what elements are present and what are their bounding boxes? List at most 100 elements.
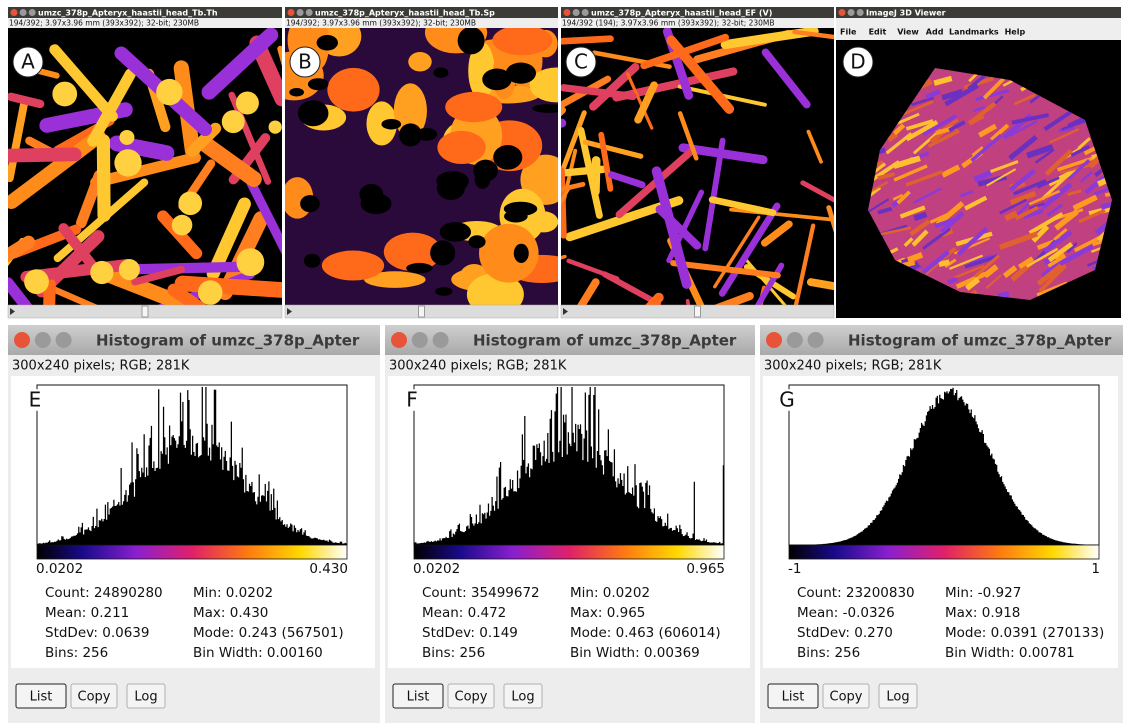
- image-node: [114, 149, 141, 176]
- window-title: Histogram of umzc_378p_Apter: [96, 332, 360, 350]
- image: [0, 28, 296, 325]
- window-title: ImageJ 3D Viewer: [866, 9, 946, 18]
- image-node: [269, 120, 282, 133]
- maximize-button[interactable]: [433, 332, 449, 348]
- image-hole: [440, 222, 471, 242]
- close-button[interactable]: [839, 9, 846, 16]
- window-title: Histogram of umzc_378p_Apter: [473, 332, 737, 350]
- window-title: Histogram of umzc_378p_Apter: [848, 332, 1112, 350]
- button-label[interactable]: List: [407, 690, 430, 705]
- close-button[interactable]: [14, 332, 30, 348]
- colorbar: [789, 545, 1099, 559]
- maximize-button[interactable]: [808, 332, 824, 348]
- image-hole: [381, 119, 401, 130]
- image-info: 300x240 pixels; RGB; 281K: [389, 359, 567, 374]
- axis-max-label: 0.965: [686, 561, 725, 577]
- axis-min-label: 0.0202: [36, 561, 83, 577]
- image-strut: [134, 267, 250, 270]
- image-hole: [317, 35, 338, 51]
- image-node: [24, 269, 49, 294]
- volume-streak: [1101, 204, 1111, 207]
- image-node: [172, 215, 193, 236]
- scroll-thumb[interactable]: [695, 306, 701, 317]
- minimize-button[interactable]: [297, 9, 304, 16]
- image-node: [236, 91, 259, 114]
- stat: Min: 0.0202: [193, 585, 273, 601]
- window-title: umzc_378p_Apteryx_haastii_head_Tb.Th: [38, 9, 218, 18]
- stat: Mode: 0.0391 (270133): [945, 625, 1104, 641]
- minimize-button[interactable]: [787, 332, 803, 348]
- image-strut: [7, 154, 75, 155]
- stat: StdDev: 0.149: [422, 625, 518, 641]
- button-label[interactable]: List: [30, 690, 53, 705]
- window-title: umzc_378p_Apteryx_haastii_head_Tb.Sp: [315, 9, 495, 18]
- close-button[interactable]: [11, 9, 18, 16]
- volume-streak: [998, 294, 1009, 296]
- image-hole: [468, 235, 485, 248]
- maximize-button[interactable]: [582, 9, 589, 16]
- minimize-button[interactable]: [35, 332, 51, 348]
- image-blob: [322, 251, 384, 281]
- screenshot: umzc_378p_Apteryx_haastii_head_Tb.Th 194/…: [0, 0, 1123, 723]
- colorbar: [414, 545, 724, 559]
- button-label[interactable]: Copy: [830, 690, 863, 705]
- panel-label: F: [406, 388, 418, 412]
- button-label[interactable]: Copy: [78, 690, 111, 705]
- scroll-thumb[interactable]: [419, 306, 425, 317]
- image-hole: [298, 100, 329, 126]
- maximize-button[interactable]: [857, 9, 864, 16]
- maximize-button[interactable]: [29, 9, 36, 16]
- menu-item[interactable]: Edit: [869, 28, 887, 37]
- close-button[interactable]: [391, 332, 407, 348]
- stat: Mean: 0.211: [45, 605, 129, 621]
- menu-item[interactable]: Help: [1005, 28, 1026, 37]
- minimize-button[interactable]: [848, 9, 855, 16]
- image-blob: [445, 92, 502, 122]
- image-strut: [559, 169, 603, 173]
- menu-item[interactable]: Add: [926, 28, 944, 37]
- minimize-button[interactable]: [573, 9, 580, 16]
- minimize-button[interactable]: [412, 332, 428, 348]
- stat: Max: 0.918: [945, 605, 1020, 621]
- button-label[interactable]: Copy: [455, 690, 488, 705]
- button-label[interactable]: List: [782, 690, 805, 705]
- panel-label: C: [574, 50, 588, 74]
- image-info: 194/392 (194); 3.97x3.96 mm (393x392); 3…: [562, 19, 775, 28]
- stat: Mode: 0.463 (606014): [570, 625, 721, 641]
- image-info: 300x240 pixels; RGB; 281K: [12, 359, 190, 374]
- scroll-thumb[interactable]: [142, 306, 148, 317]
- maximize-button[interactable]: [306, 9, 313, 16]
- image-blob: [479, 224, 539, 283]
- image-hole: [300, 195, 320, 212]
- close-button[interactable]: [564, 9, 571, 16]
- image-hole: [304, 254, 321, 268]
- image-hole: [493, 145, 522, 170]
- button-label[interactable]: Log: [511, 690, 534, 705]
- image-strut: [103, 141, 104, 216]
- button-label[interactable]: Log: [134, 690, 157, 705]
- close-button[interactable]: [288, 9, 295, 16]
- image-blob: [492, 25, 552, 55]
- stat: Min: -0.927: [945, 585, 1021, 601]
- minimize-button[interactable]: [20, 9, 27, 16]
- menu-item[interactable]: Landmarks: [949, 28, 999, 37]
- image-node: [119, 130, 134, 145]
- button-label[interactable]: Log: [886, 690, 909, 705]
- stat: Bin Width: 0.00369: [570, 645, 700, 661]
- axis-max-label: 1: [1091, 561, 1100, 577]
- stat: Count: 24890280: [45, 585, 163, 601]
- maximize-button[interactable]: [56, 332, 72, 348]
- image-hole: [433, 68, 448, 78]
- close-button[interactable]: [766, 332, 782, 348]
- menu-item[interactable]: File: [840, 28, 857, 37]
- stat: Count: 35499672: [422, 585, 540, 601]
- menu-item[interactable]: View: [897, 28, 919, 37]
- image-blob: [327, 68, 379, 112]
- image-node: [178, 191, 202, 215]
- stat: Bins: 256: [797, 645, 860, 661]
- stat: Mean: -0.0326: [797, 605, 895, 621]
- image-node: [198, 280, 223, 305]
- image-hole: [473, 160, 498, 182]
- panel-label: B: [298, 50, 312, 74]
- stat: Mode: 0.243 (567501): [193, 625, 344, 641]
